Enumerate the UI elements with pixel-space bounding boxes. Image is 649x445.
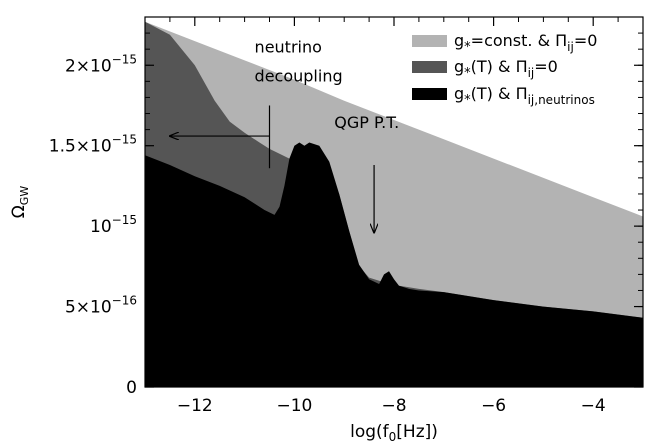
annotations: neutrino decoupling QGP P.T.	[170, 37, 399, 232]
legend-swatch	[412, 88, 447, 100]
legend-swatch	[412, 35, 447, 47]
y-tick-label: 1.5×10−15	[49, 133, 137, 157]
x-tick-label: −6	[481, 396, 506, 416]
x-tick-label: −8	[381, 396, 406, 416]
legend: g*=const. & Πij=0g*(T) & Πij=0 g*(T) & Πi…	[412, 31, 597, 108]
y-axis-title-sub: GW	[18, 186, 31, 206]
annotation-qgp-label: QGP P.T.	[334, 113, 399, 132]
x-axis-title-tail: [Hz])	[396, 422, 438, 442]
series-area-3	[145, 142, 643, 387]
legend-label: g*(T) & Πij,neutrinos	[454, 84, 595, 108]
annotation-neutrino-label: neutrino	[255, 37, 322, 56]
x-axis-title: log(f0[Hz])	[350, 422, 438, 444]
annotation-decoupling-label: decoupling	[255, 66, 343, 85]
y-tick-label: 5×10−16	[65, 294, 137, 318]
x-axis-title-sub: 0	[389, 430, 397, 444]
x-tick-label: −10	[276, 396, 312, 416]
y-tick-label: 10−15	[90, 213, 137, 237]
legend-label: g*=const. & Πij=0	[454, 31, 597, 55]
legend-swatch	[412, 61, 447, 73]
x-tick-label: −4	[581, 396, 606, 416]
tick-layer: −12 −10 −8 −6 −4 0 5×10−16 10−15 1.5×10−15 2×10−1…	[49, 17, 644, 416]
series-layer	[145, 21, 643, 387]
legend-label: g*(T) & Πij=0	[454, 57, 558, 81]
y-axis-title: ΩGW	[9, 186, 31, 219]
y-tick-label: 0	[126, 378, 137, 398]
x-tick-label: −12	[177, 396, 213, 416]
y-tick-label: 2×10−15	[65, 52, 137, 76]
